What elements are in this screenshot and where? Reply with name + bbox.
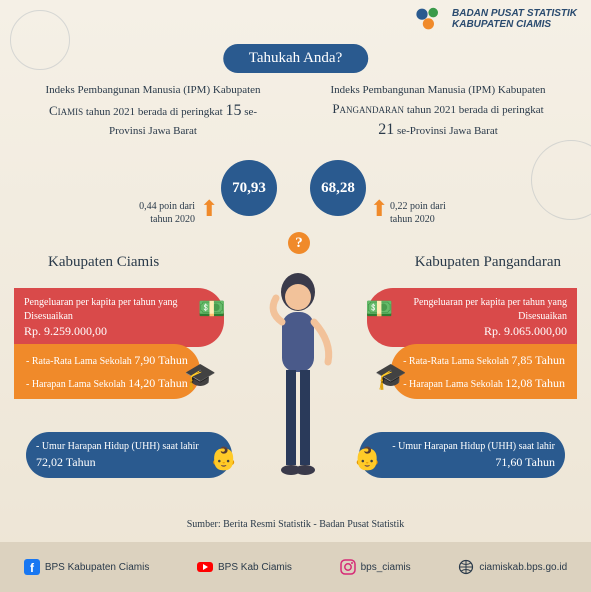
instagram-icon <box>340 559 356 575</box>
org-line2: KABUPATEN CIAMIS <box>452 19 577 30</box>
baby-icon: 👶 <box>210 446 237 472</box>
org-line1: BADAN PUSAT STATISTIK <box>452 8 577 19</box>
footer: f BPS Kabupaten Ciamis BPS Kab Ciamis bp… <box>0 542 591 592</box>
books-icon: 🎓 <box>184 362 216 392</box>
footer-facebook: f BPS Kabupaten Ciamis <box>24 559 150 575</box>
spend-value: Rp. 9.065.000,00 <box>377 323 567 339</box>
header: BADAN PUSAT STATISTIK KABUPATEN CIAMIS <box>414 6 577 32</box>
spend-label: Pengeluaran per kapita per tahun yang Di… <box>377 296 567 323</box>
info-box-pangandaran: Indeks Pembangunan Manusia (IPM) Kabupat… <box>323 82 553 142</box>
card-life-ciamis: - Umur Harapan Hidup (UHH) saat lahir 72… <box>26 432 232 478</box>
money-icon: 💵 <box>366 296 393 322</box>
delta-note-pangandaran: 0,22 poin dari tahun 2020 <box>390 200 465 226</box>
bps-logo-icon <box>414 6 446 32</box>
globe-icon <box>458 559 474 575</box>
header-org-name: BADAN PUSAT STATISTIK KABUPATEN CIAMIS <box>452 8 577 30</box>
region-title-pangandaran: Kabupaten Pangandaran <box>415 254 561 271</box>
facebook-icon: f <box>24 559 40 575</box>
arrow-up-icon: ⬆ <box>370 196 388 222</box>
spend-value: Rp. 9.259.000,00 <box>24 323 214 339</box>
source-text: Sumber: Berita Resmi Statistik - Badan P… <box>0 519 591 530</box>
arrow-up-icon: ⬆ <box>200 196 218 222</box>
person-illustration <box>258 262 338 492</box>
delta-note-ciamis: 0,44 poin dari tahun 2020 <box>120 200 195 226</box>
card-spend-ciamis: Pengeluaran per kapita per tahun yang Di… <box>14 288 224 347</box>
region-title-ciamis: Kabupaten Ciamis <box>48 254 159 271</box>
score-circle-pangandaran: 68,28 <box>310 160 366 216</box>
footer-instagram: bps_ciamis <box>340 559 411 575</box>
books-icon: 🎓 <box>375 362 407 392</box>
info-box-ciamis: Indeks Pembangunan Manusia (IPM) Kabupat… <box>38 82 268 139</box>
question-mark-icon: ? <box>288 232 310 254</box>
decorative-circle <box>10 10 70 70</box>
youtube-icon <box>197 559 213 575</box>
decorative-circle <box>531 140 591 220</box>
spend-label: Pengeluaran per kapita per tahun yang Di… <box>24 296 214 323</box>
title-banner: Tahukah Anda? <box>223 44 369 73</box>
card-school-ciamis: - Rata-Rata Lama Sekolah 7,90 Tahun - Ha… <box>14 344 200 399</box>
baby-icon: 👶 <box>354 446 381 472</box>
card-life-pangandaran: - Umur Harapan Hidup (UHH) saat lahir 71… <box>359 432 565 478</box>
card-school-pangandaran: - Rata-Rata Lama Sekolah 7,85 Tahun - Ha… <box>391 344 577 399</box>
footer-youtube: BPS Kab Ciamis <box>197 559 292 575</box>
infographic-page: BADAN PUSAT STATISTIK KABUPATEN CIAMIS T… <box>0 0 591 592</box>
footer-web: ciamiskab.bps.go.id <box>458 559 567 575</box>
money-icon: 💵 <box>198 296 225 322</box>
card-spend-pangandaran: Pengeluaran per kapita per tahun yang Di… <box>367 288 577 347</box>
score-circle-ciamis: 70,93 <box>221 160 277 216</box>
